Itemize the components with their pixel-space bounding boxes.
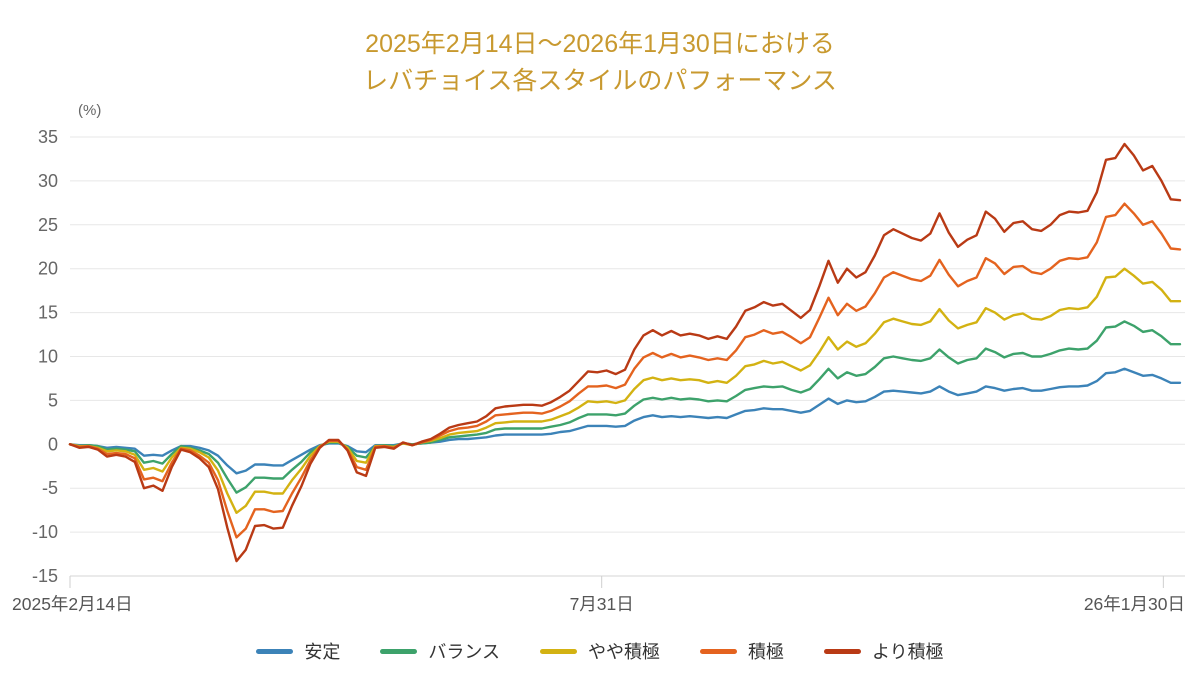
y-tick-label: 20 bbox=[38, 259, 58, 279]
chart-title-line2: レバチョイス各スタイルのパフォーマンス bbox=[363, 67, 837, 95]
legend-label-4: より積極 bbox=[872, 642, 944, 662]
y-tick-label: 35 bbox=[38, 127, 58, 147]
y-tick-label: -15 bbox=[32, 566, 58, 586]
y-tick-label: 5 bbox=[48, 390, 58, 410]
y-tick-label: 30 bbox=[38, 171, 58, 191]
legend-swatch-1 bbox=[380, 648, 418, 654]
y-tick-label: 0 bbox=[48, 434, 58, 454]
legend-swatch-0 bbox=[256, 648, 294, 654]
legend-label-0: 安定 bbox=[304, 642, 341, 662]
y-tick-label: 10 bbox=[38, 347, 58, 367]
legend-swatch-3 bbox=[700, 648, 737, 654]
series-line-1 bbox=[68, 320, 1182, 494]
y-tick-label: 25 bbox=[38, 215, 58, 235]
legend-swatch-2 bbox=[540, 648, 577, 654]
x-tick-label: 26年1月30日 bbox=[1084, 594, 1185, 614]
legend-label-1: バランス bbox=[428, 642, 500, 662]
chart-title-line1: 2025年2月14日〜2026年1月30日における bbox=[365, 30, 835, 58]
series-line-4 bbox=[68, 142, 1182, 563]
legend-item-1[interactable]: バランス bbox=[380, 638, 500, 664]
y-axis-unit-label: (%) bbox=[78, 102, 102, 119]
legend-item-2[interactable]: やや積極 bbox=[540, 638, 660, 664]
y-tick-label: -10 bbox=[32, 522, 58, 542]
chart-title: 2025年2月14日〜2026年1月30日における レバチョイス各スタイルのパフ… bbox=[0, 26, 1200, 100]
x-tick-label: 7月31日 bbox=[570, 594, 634, 614]
legend-swatch-4 bbox=[824, 648, 861, 654]
series-line-3 bbox=[68, 202, 1182, 539]
legend-item-0[interactable]: 安定 bbox=[256, 638, 340, 664]
y-tick-label: -5 bbox=[42, 478, 58, 498]
x-tick-label: 2025年2月14日 bbox=[12, 594, 133, 614]
legend-label-2: やや積極 bbox=[588, 642, 660, 662]
series-line-2 bbox=[68, 267, 1182, 514]
legend-label-3: 積極 bbox=[748, 642, 784, 662]
y-tick-label: 15 bbox=[38, 303, 58, 323]
series-line-0 bbox=[68, 367, 1182, 475]
legend-item-3[interactable]: 積極 bbox=[700, 638, 784, 664]
chart-legend: 安定 バランス やや積極 積極 より積極 bbox=[0, 638, 1200, 664]
legend-item-4[interactable]: より積極 bbox=[824, 638, 944, 664]
